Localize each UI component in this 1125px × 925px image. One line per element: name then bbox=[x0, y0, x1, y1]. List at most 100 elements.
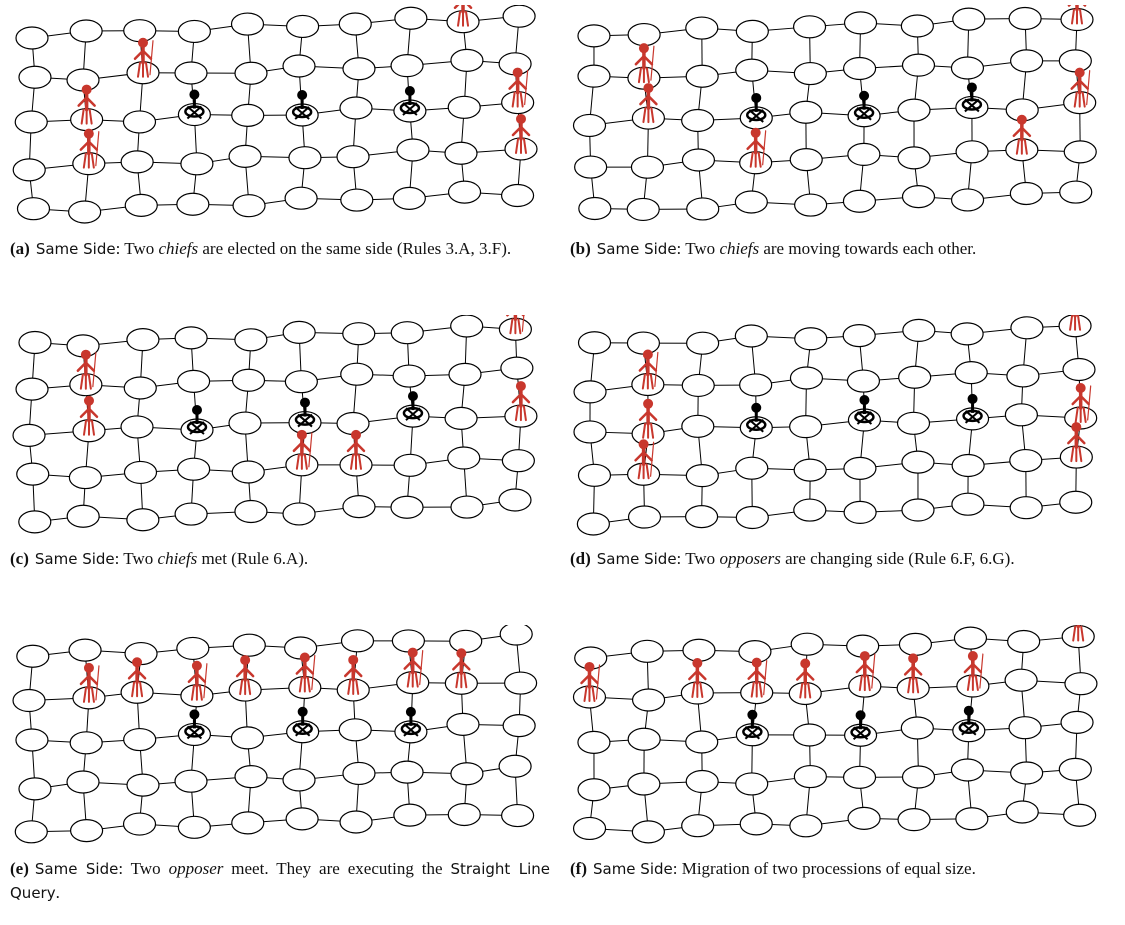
agent-icon bbox=[295, 652, 316, 693]
node bbox=[896, 411, 931, 435]
node bbox=[685, 730, 719, 754]
agent-staff bbox=[650, 441, 655, 477]
node bbox=[228, 144, 262, 168]
agent-arms bbox=[453, 5, 473, 9]
node bbox=[1064, 672, 1098, 696]
agent-staff bbox=[1087, 385, 1092, 421]
agent-legs bbox=[509, 318, 522, 335]
node bbox=[450, 495, 484, 519]
node bbox=[69, 819, 104, 843]
caption-run: (f) bbox=[570, 859, 587, 878]
agent-icon bbox=[853, 90, 875, 121]
node bbox=[574, 155, 608, 179]
node bbox=[789, 148, 823, 172]
agent-legs bbox=[406, 671, 419, 688]
agent-base bbox=[184, 725, 205, 738]
node bbox=[842, 56, 877, 81]
node bbox=[577, 778, 611, 802]
node bbox=[120, 150, 154, 174]
agent-staff bbox=[521, 315, 525, 332]
agent-icon bbox=[292, 429, 313, 470]
caption: (e) Same Side: Two opposer meet. They are… bbox=[10, 857, 550, 905]
node bbox=[952, 7, 986, 31]
agent-head bbox=[855, 710, 866, 721]
node bbox=[901, 498, 935, 522]
caption-run: (d) bbox=[570, 549, 591, 568]
agent-staff bbox=[650, 45, 655, 81]
node bbox=[340, 188, 374, 212]
node bbox=[340, 629, 375, 653]
node bbox=[843, 500, 877, 525]
node bbox=[177, 369, 211, 393]
node bbox=[18, 65, 52, 89]
node bbox=[68, 638, 102, 662]
agent-icon bbox=[235, 655, 255, 696]
node bbox=[842, 765, 877, 789]
agent-arms bbox=[1071, 394, 1090, 406]
agent-arms bbox=[688, 669, 707, 681]
subfigure: (f) Same Side: Migration of two processio… bbox=[565, 625, 1120, 925]
node bbox=[234, 328, 268, 352]
agent-legs bbox=[744, 726, 761, 740]
agent-staff bbox=[311, 654, 316, 691]
node bbox=[1004, 668, 1038, 692]
node bbox=[123, 727, 157, 752]
node bbox=[1063, 803, 1097, 827]
node bbox=[342, 322, 376, 346]
caption-run: : Two bbox=[676, 239, 720, 258]
node bbox=[339, 810, 373, 834]
agent-legs bbox=[691, 682, 704, 699]
node bbox=[630, 639, 664, 663]
agent-icon bbox=[746, 402, 767, 433]
agent-icon bbox=[963, 651, 984, 692]
node bbox=[734, 324, 768, 348]
agent-icon bbox=[452, 648, 471, 689]
node bbox=[447, 446, 481, 470]
agent-head bbox=[407, 391, 418, 402]
node bbox=[739, 812, 773, 836]
agent-head bbox=[405, 706, 416, 717]
node bbox=[572, 113, 607, 138]
agent-arms bbox=[511, 392, 531, 404]
node bbox=[1010, 49, 1044, 73]
node bbox=[681, 414, 715, 438]
agent-head bbox=[859, 395, 870, 406]
node bbox=[338, 12, 372, 36]
node bbox=[735, 58, 769, 82]
node bbox=[955, 807, 989, 831]
agent-icon bbox=[747, 657, 768, 698]
node bbox=[627, 22, 661, 47]
agent-legs bbox=[748, 418, 764, 433]
node bbox=[789, 366, 824, 390]
agent-base bbox=[850, 726, 871, 739]
agent-icon bbox=[291, 89, 313, 120]
node bbox=[1059, 180, 1093, 204]
agent-icon bbox=[399, 86, 421, 116]
node bbox=[177, 457, 211, 481]
subfigure: (c) Same Side: Two chiefs met (Rule 6.A). bbox=[5, 315, 560, 615]
agent-icon bbox=[79, 662, 100, 703]
agent-head bbox=[967, 393, 978, 404]
agent-arms bbox=[746, 139, 765, 151]
node bbox=[627, 505, 662, 529]
agent-staff bbox=[308, 432, 313, 468]
grid-graph bbox=[572, 5, 1097, 222]
agent-icon bbox=[854, 395, 875, 425]
agent-arms bbox=[638, 410, 658, 422]
node bbox=[631, 820, 665, 844]
node bbox=[234, 61, 268, 85]
agent-staff bbox=[762, 130, 767, 166]
agent-legs bbox=[1073, 91, 1086, 108]
node bbox=[951, 492, 985, 516]
node bbox=[499, 625, 533, 646]
node bbox=[16, 197, 51, 221]
node bbox=[174, 769, 208, 793]
node bbox=[288, 146, 322, 170]
node bbox=[447, 180, 482, 204]
agent-arms bbox=[187, 671, 207, 683]
node bbox=[902, 318, 936, 343]
node bbox=[843, 11, 878, 35]
node bbox=[232, 194, 266, 218]
agent-icon bbox=[402, 391, 424, 421]
